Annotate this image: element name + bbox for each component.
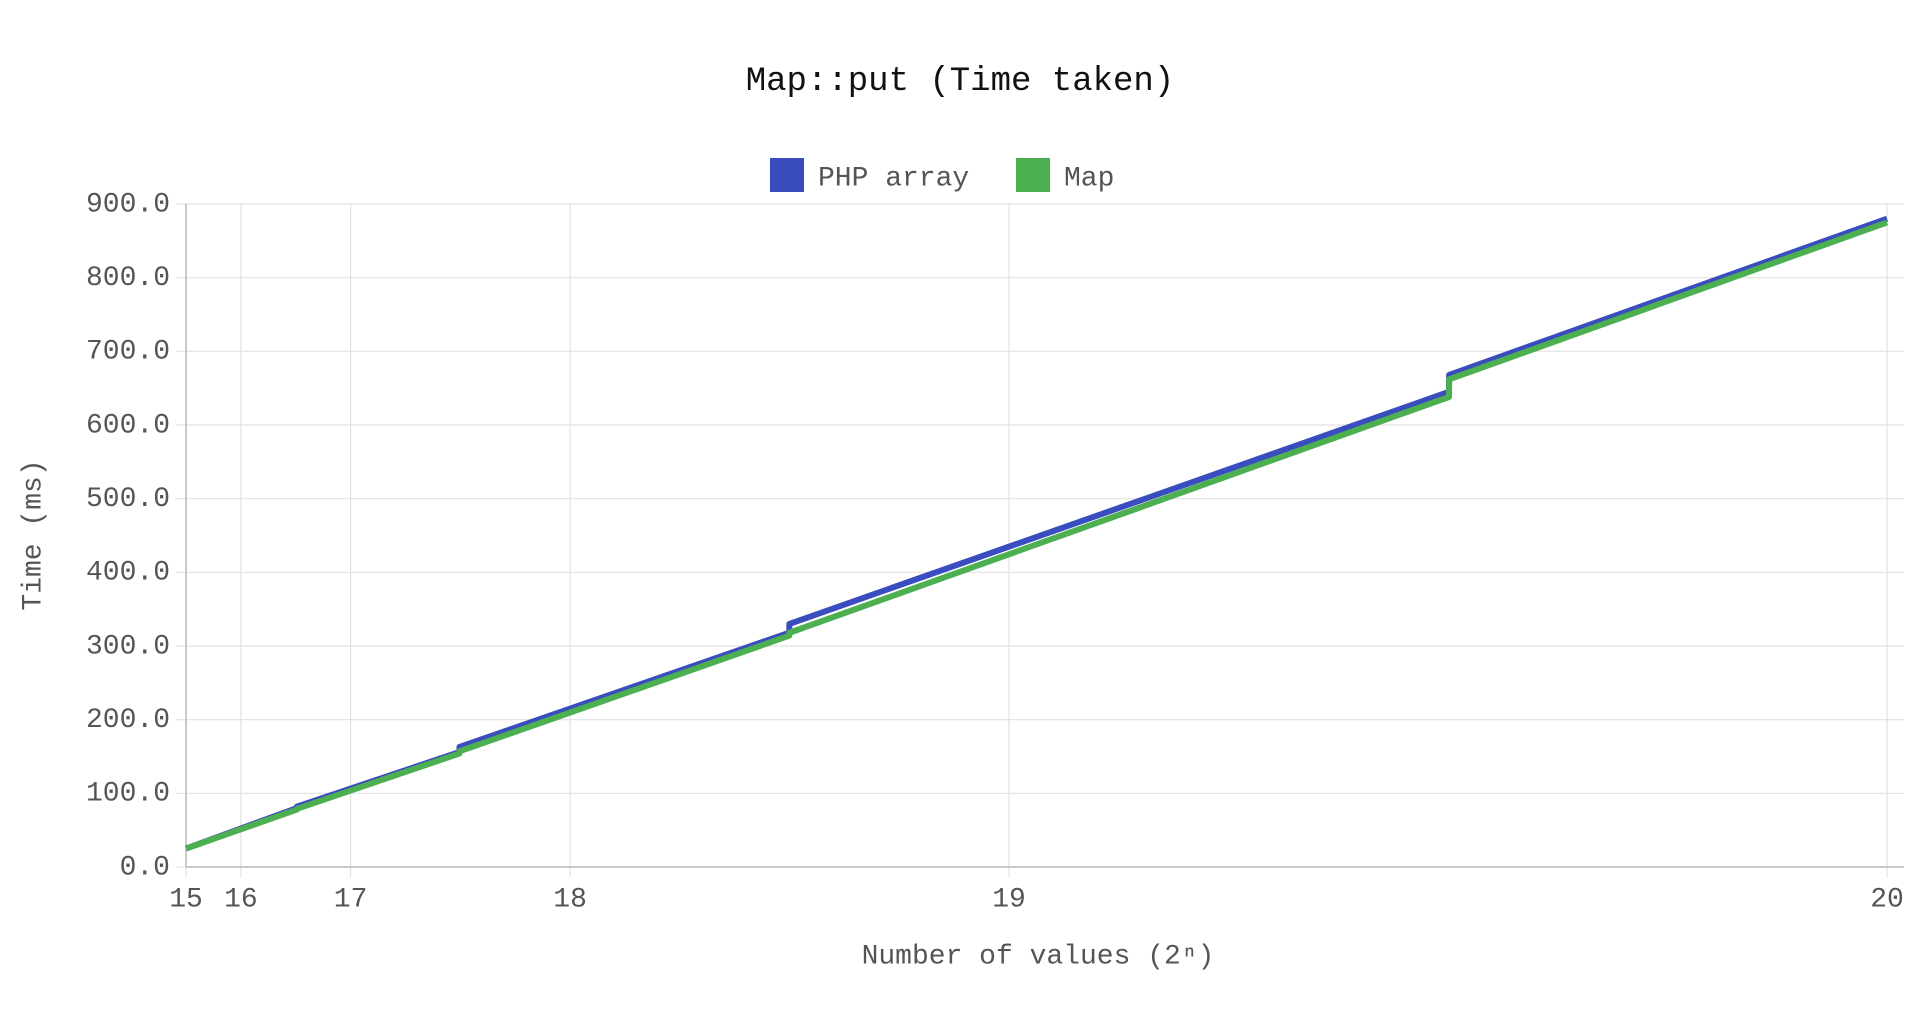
y-tick-label: 800.0 [86, 263, 170, 294]
y-tick-label: 200.0 [86, 705, 170, 736]
x-tick-label: 18 [553, 884, 587, 915]
data-line [185, 219, 1889, 852]
y-tick-label: 0.0 [120, 852, 170, 883]
x-tick-label: 15 [169, 884, 203, 915]
chart-title: Map::put (Time taken) [746, 63, 1174, 101]
x-axis-label: Number of values (2ⁿ) [862, 941, 1215, 972]
x-tick-label: 17 [334, 884, 368, 915]
y-tick-label: 600.0 [86, 410, 170, 441]
legend-swatch [1016, 158, 1050, 192]
y-tick-label: 900.0 [86, 189, 170, 220]
y-tick-label: 300.0 [86, 631, 170, 662]
legend-label: Map [1064, 163, 1114, 194]
legend-swatch [770, 158, 804, 192]
y-tick-label: 700.0 [86, 337, 170, 368]
y-tick-label: 500.0 [86, 484, 170, 515]
y-tick-label: 100.0 [86, 779, 170, 810]
x-tick-label: 19 [992, 884, 1026, 915]
y-tick-label: 400.0 [86, 558, 170, 589]
x-tick-label: 20 [1870, 884, 1904, 915]
x-tick-label: 16 [224, 884, 258, 915]
legend-label: PHP array [818, 163, 969, 194]
y-axis-label: Time (ms) [18, 459, 49, 610]
